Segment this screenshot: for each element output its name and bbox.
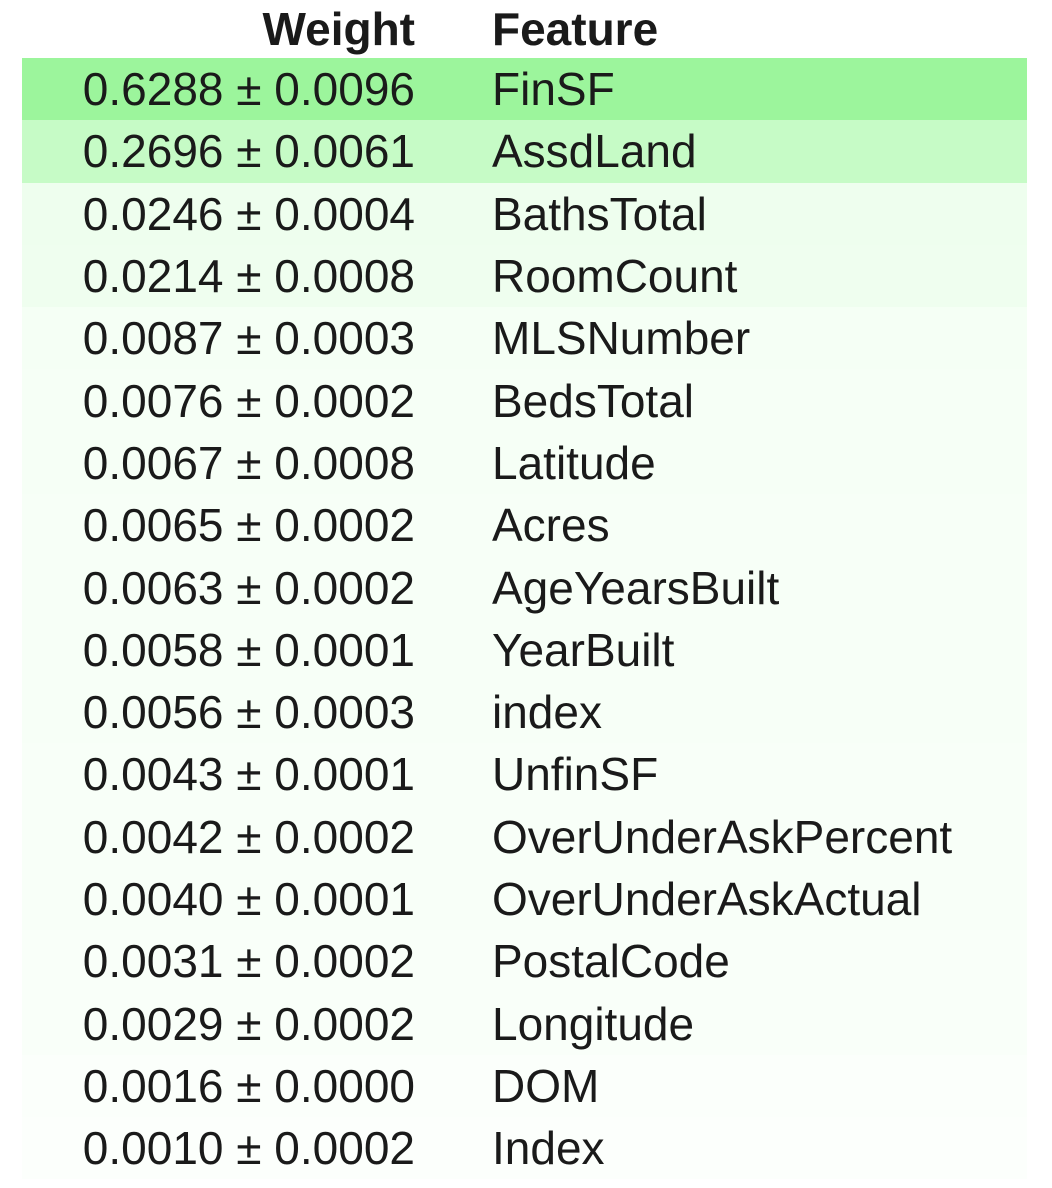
feature-cell: BathsTotal	[492, 187, 707, 240]
weight-cell: 0.0246 ± 0.0004	[82, 187, 415, 240]
table-header: Weight Feature	[22, 0, 1027, 58]
table-row: 0.0010 ± 0.0002 Index	[22, 1117, 1027, 1180]
table-row: 0.0058 ± 0.0001 YearBuilt	[22, 618, 1027, 681]
table-row: 0.0063 ± 0.0002 AgeYearsBuilt	[22, 556, 1027, 619]
weight-cell: 0.0042 ± 0.0002	[82, 810, 415, 863]
table-row: 0.0042 ± 0.0002 OverUnderAskPercent	[22, 805, 1027, 868]
table-row: 0.0065 ± 0.0002 Acres	[22, 494, 1027, 557]
table-row: 0.0029 ± 0.0002 Longitude	[22, 992, 1027, 1055]
weight-cell: 0.0043 ± 0.0001	[82, 748, 415, 801]
feature-cell: MLSNumber	[492, 312, 751, 365]
feature-cell: Index	[492, 1122, 605, 1175]
weight-cell: 0.0063 ± 0.0002	[82, 561, 415, 614]
feature-cell: YearBuilt	[492, 623, 675, 676]
feature-cell: Longitude	[492, 997, 695, 1050]
weight-cell: 0.0058 ± 0.0001	[82, 623, 415, 676]
feature-cell: FinSF	[492, 63, 615, 116]
feature-weights-table: Weight Feature 0.6288 ± 0.0096 FinSF 0.269…	[22, 0, 1027, 1180]
table-row: 0.0076 ± 0.0002 BedsTotal	[22, 369, 1027, 432]
weight-cell: 0.2696 ± 0.0061	[82, 125, 415, 178]
weight-cell: 0.0056 ± 0.0003	[82, 686, 415, 739]
weight-cell: 0.0029 ± 0.0002	[82, 997, 415, 1050]
table-row: 0.0246 ± 0.0004 BathsTotal	[22, 182, 1027, 245]
table-row: 0.0031 ± 0.0002 PostalCode	[22, 930, 1027, 993]
weight-cell: 0.0076 ± 0.0002	[82, 374, 415, 427]
weight-cell: 0.0087 ± 0.0003	[82, 312, 415, 365]
weight-cell: 0.0214 ± 0.0008	[82, 250, 415, 303]
weight-column-header: Weight	[262, 3, 415, 55]
table-row: 0.0087 ± 0.0003 MLSNumber	[22, 307, 1027, 370]
weight-cell: 0.0067 ± 0.0008	[82, 436, 415, 489]
table-row: 0.0067 ± 0.0008 Latitude	[22, 431, 1027, 495]
weight-cell: 0.0016 ± 0.0000	[82, 1059, 415, 1112]
weight-cell: 0.0010 ± 0.0002	[82, 1122, 415, 1175]
weight-cell: 0.0040 ± 0.0001	[82, 873, 415, 925]
weight-cell: 0.0065 ± 0.0002	[82, 499, 415, 552]
feature-cell: index	[492, 686, 602, 739]
table-row: 0.0056 ± 0.0003 index	[22, 680, 1027, 744]
feature-cell: OverUnderAskActual	[492, 873, 922, 925]
table-row: 0.0043 ± 0.0001 UnfinSF	[22, 743, 1027, 806]
feature-cell: OverUnderAskPercent	[492, 810, 953, 863]
table-row: 0.2696 ± 0.0061 AssdLand	[22, 120, 1027, 183]
feature-column-header: Feature	[492, 3, 659, 55]
feature-cell: Latitude	[492, 436, 656, 489]
feature-cell: RoomCount	[492, 250, 738, 303]
feature-cell: UnfinSF	[492, 748, 659, 801]
weight-cell: 0.0031 ± 0.0002	[82, 935, 415, 988]
table-row: 0.0214 ± 0.0008 RoomCount	[22, 244, 1027, 308]
feature-cell: DOM	[492, 1059, 600, 1112]
feature-cell: Acres	[492, 499, 610, 552]
feature-cell: AssdLand	[492, 125, 697, 178]
table-body: 0.6288 ± 0.0096 FinSF 0.2696 ± 0.0061 AssdL…	[22, 58, 1027, 1180]
table-row: 0.6288 ± 0.0096 FinSF	[22, 58, 1027, 121]
weight-cell: 0.6288 ± 0.0096	[82, 63, 415, 116]
table-row: 0.0040 ± 0.0001 OverUnderAskActual	[22, 867, 1027, 931]
feature-cell: PostalCode	[492, 935, 730, 988]
table-row: 0.0016 ± 0.0000 DOM	[22, 1054, 1027, 1118]
feature-cell: BedsTotal	[492, 374, 695, 427]
feature-cell: AgeYearsBuilt	[492, 561, 780, 614]
